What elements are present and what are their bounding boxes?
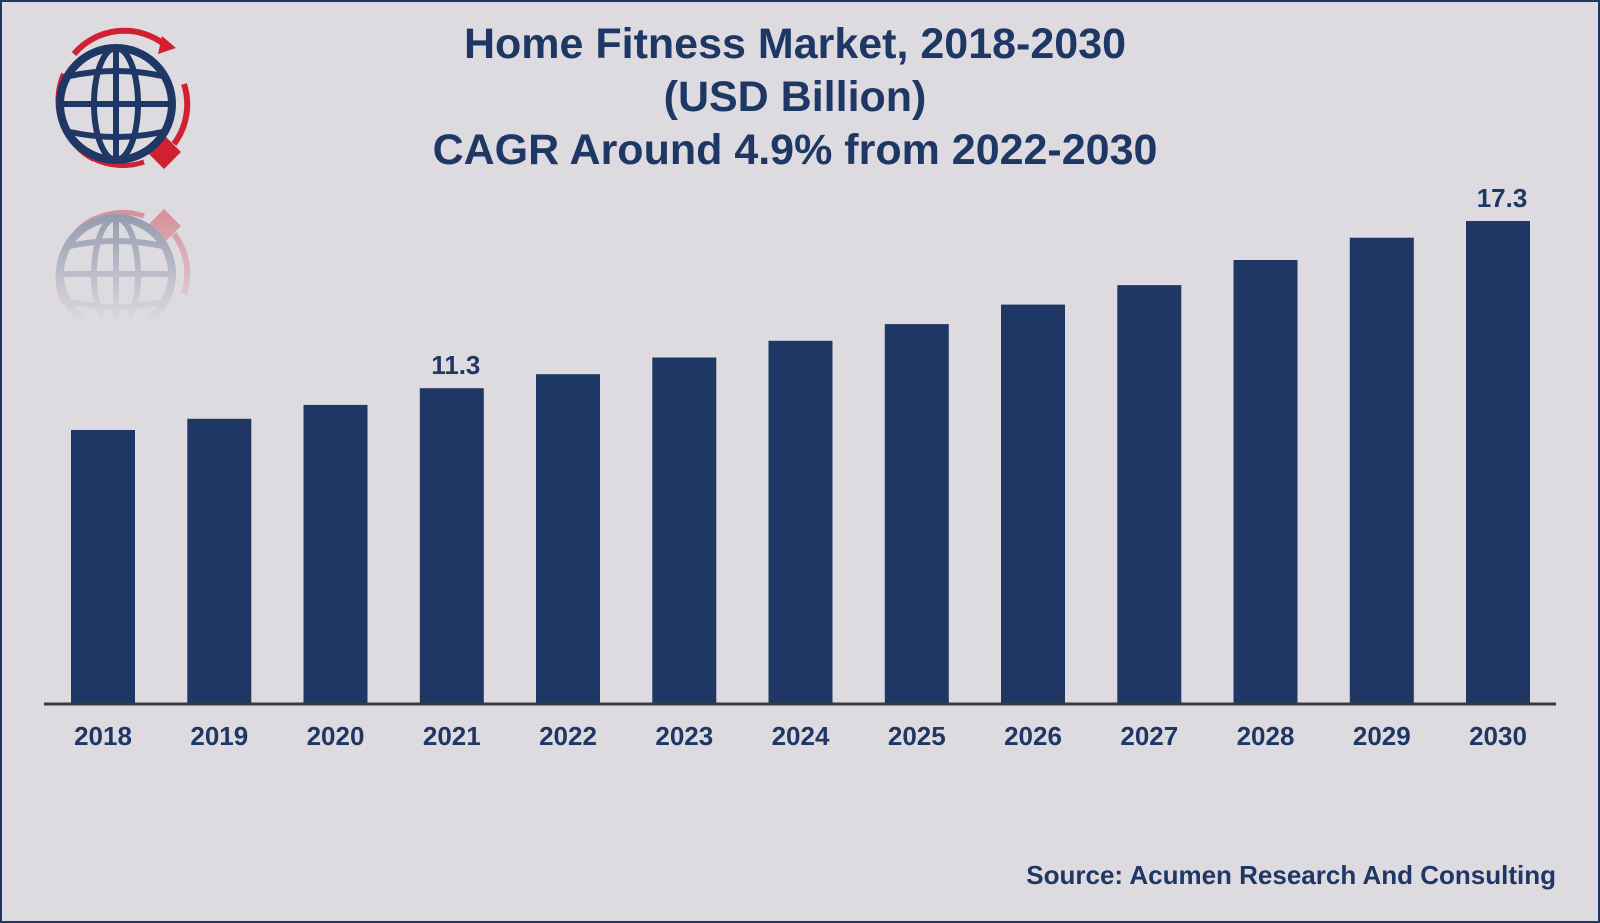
x-tick-label: 2026 bbox=[1004, 721, 1062, 751]
bar-2023 bbox=[652, 357, 717, 703]
x-tick-label: 2027 bbox=[1120, 721, 1178, 751]
x-tick-label: 2022 bbox=[539, 721, 597, 751]
chart-title-block: Home Fitness Market, 2018-2030 (USD Bill… bbox=[0, 18, 1590, 177]
bar-2027 bbox=[1117, 285, 1182, 703]
x-tick-label: 2030 bbox=[1469, 721, 1527, 751]
x-tick-label: 2025 bbox=[888, 721, 946, 751]
x-tick-label: 2023 bbox=[655, 721, 713, 751]
data-label: 17.3 bbox=[1477, 183, 1528, 213]
x-tick-label: 2021 bbox=[423, 721, 481, 751]
bar-2022 bbox=[536, 374, 600, 703]
bar-2029 bbox=[1349, 237, 1414, 703]
bar-2021 bbox=[419, 388, 484, 703]
x-tick-label: 2020 bbox=[307, 721, 365, 751]
x-tick-label: 2018 bbox=[74, 721, 132, 751]
bar-2019 bbox=[187, 418, 252, 703]
x-tick-label: 2024 bbox=[772, 721, 830, 751]
bar-2024 bbox=[768, 340, 833, 703]
chart-subtitle-unit: (USD Billion) bbox=[663, 73, 927, 121]
bar-2030 bbox=[1466, 221, 1530, 703]
x-tick-label: 2028 bbox=[1237, 721, 1295, 751]
bar-2025 bbox=[884, 324, 949, 703]
bar-2018 bbox=[71, 430, 135, 703]
chart-title: Home Fitness Market, 2018-2030 bbox=[463, 20, 1127, 68]
bar-2026 bbox=[1001, 304, 1065, 703]
x-tick-label: 2029 bbox=[1353, 721, 1411, 751]
bar-2028 bbox=[1233, 260, 1298, 703]
bar-2020 bbox=[303, 404, 368, 703]
x-tick-label: 2019 bbox=[190, 721, 248, 751]
data-label: 11.3 bbox=[431, 350, 480, 380]
source-note: Source: Acumen Research And Consulting bbox=[1026, 860, 1556, 890]
chart-subtitle-cagr: CAGR Around 4.9% from 2022-2030 bbox=[432, 126, 1158, 174]
